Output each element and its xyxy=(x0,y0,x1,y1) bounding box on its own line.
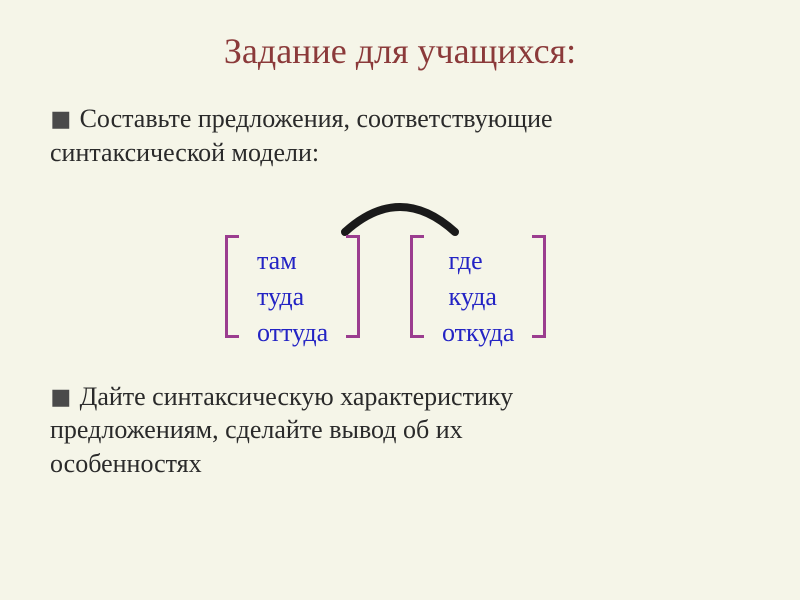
indent-mark: ◼ xyxy=(50,104,72,133)
bracket-left-close xyxy=(346,235,360,338)
conclusion-block: ◼ Дайте синтаксическую характеристику пре… xyxy=(50,380,750,481)
slide-title: Задание для учащихся: xyxy=(50,30,750,72)
bracket-left-group: там туда оттуда xyxy=(225,235,360,338)
word-gde: где xyxy=(442,243,514,279)
conclusion-text-3: особенностях xyxy=(50,449,202,478)
bracket-right-open xyxy=(410,235,424,338)
arc-connector xyxy=(335,190,465,240)
indent-mark-2: ◼ xyxy=(50,382,72,411)
instruction-block: ◼Составьте предложения, соответствующие … xyxy=(50,102,750,170)
conclusion-text-2: предложениям, сделайте вывод об их xyxy=(50,415,463,444)
bracket-right-content: где куда откуда xyxy=(424,235,532,338)
conclusion-text-1: Дайте синтаксическую характеристику xyxy=(80,382,514,411)
word-tam: там xyxy=(257,243,328,279)
instruction-text-1: Составьте предложения, соответствующие xyxy=(80,104,553,133)
word-otkuda: откуда xyxy=(442,315,514,351)
bracket-right-group: где куда откуда xyxy=(410,235,546,338)
word-kuda: куда xyxy=(442,279,514,315)
word-tuda: туда xyxy=(257,279,328,315)
bracket-left-open xyxy=(225,235,239,338)
word-ottuda: оттуда xyxy=(257,315,328,351)
bracket-left-content: там туда оттуда xyxy=(239,235,346,338)
slide-container: Задание для учащихся: ◼ Составьте предлож… xyxy=(0,0,800,600)
diagram: там туда оттуда где куда откуда xyxy=(185,190,615,350)
bracket-right-close xyxy=(532,235,546,338)
instruction-text-2: синтаксической модели: xyxy=(50,138,319,167)
